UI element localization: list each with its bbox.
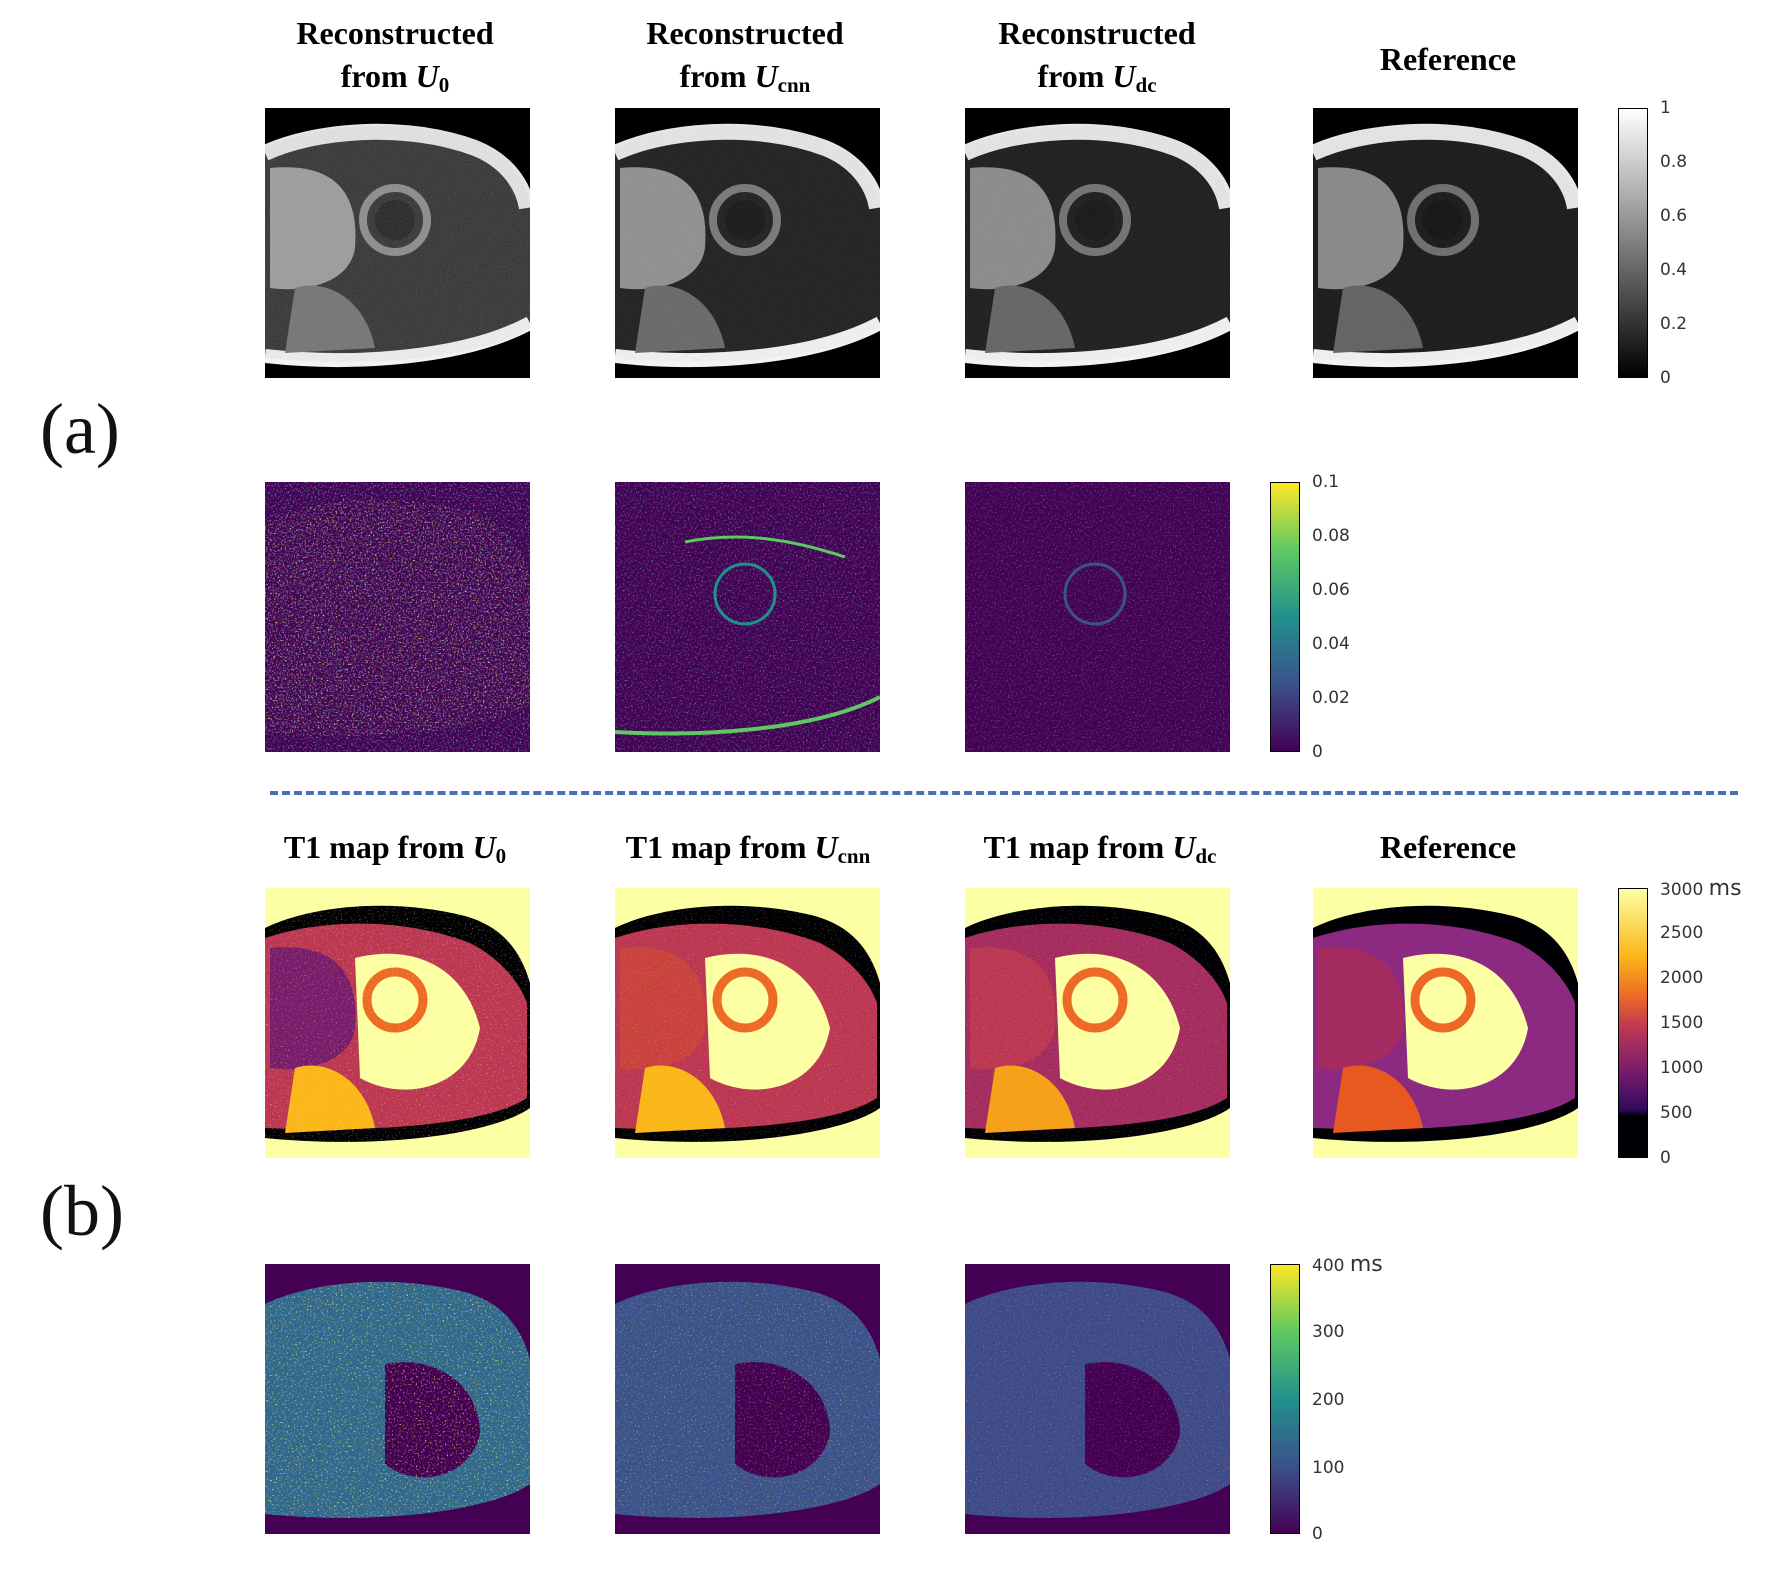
section-divider — [270, 791, 1738, 795]
recon-image-udc — [965, 108, 1230, 378]
gray-colorbar — [1618, 108, 1648, 378]
t1-map-udc — [965, 888, 1230, 1158]
t1-error-map-u0 — [265, 1264, 530, 1534]
error-colorbar-tick: 0.08 — [1312, 526, 1350, 546]
gray-colorbar-tick: 0.6 — [1660, 206, 1688, 226]
title-t1-ucnn: T1 map from Ucnn — [625, 829, 871, 868]
gray-colorbar-tick: 0 — [1660, 368, 1671, 388]
title-recon-u0: Reconstructed from U0 — [296, 15, 494, 97]
reference-image-a — [1313, 108, 1578, 378]
t1-error-colorbar-tick: 0 — [1312, 1524, 1323, 1544]
reference-t1-map — [1313, 888, 1578, 1158]
error-colorbar-a — [1270, 482, 1300, 752]
t1-map-ucnn — [615, 888, 880, 1158]
gray-colorbar-tick: 0.4 — [1660, 260, 1688, 280]
t1-colorbar-tick: 1000 — [1660, 1058, 1704, 1078]
t1-error-colorbar — [1270, 1264, 1300, 1534]
t1-colorbar — [1618, 888, 1648, 1158]
gray-colorbar-tick: 0.2 — [1660, 314, 1688, 334]
t1-colorbar-unit: ms — [1708, 876, 1742, 901]
t1-colorbar-tick: 2000 — [1660, 968, 1704, 988]
title-recon-udc: Reconstructed from Udc — [998, 15, 1196, 97]
t1-map-u0 — [265, 888, 530, 1158]
error-colorbar-tick: 0.1 — [1312, 472, 1340, 492]
title-t1-udc: T1 map from Udc — [983, 829, 1217, 868]
t1-error-map-udc — [965, 1264, 1230, 1534]
error-colorbar-tick: 0.02 — [1312, 688, 1350, 708]
gray-colorbar-tick: 1 — [1660, 98, 1671, 118]
error-map-u0 — [265, 482, 530, 752]
t1-error-colorbar-unit: ms — [1349, 1252, 1383, 1277]
error-map-ucnn — [615, 482, 880, 752]
title-t1-u0: T1 map from U0 — [283, 829, 507, 868]
t1-colorbar-tick: 0 — [1660, 1148, 1671, 1168]
title-reference-b: Reference — [1379, 829, 1517, 865]
error-colorbar-tick: 0.06 — [1312, 580, 1350, 600]
t1-colorbar-tick: 3000 ms — [1660, 876, 1742, 901]
t1-error-colorbar-tick: 300 — [1312, 1322, 1345, 1342]
t1-error-colorbar-tick: 200 — [1312, 1390, 1345, 1410]
t1-error-colorbar-tick: 400 ms — [1312, 1252, 1383, 1277]
t1-colorbar-tick: 500 — [1660, 1103, 1693, 1123]
title-reference-a: Reference — [1379, 41, 1517, 77]
title-recon-ucnn: Reconstructed from Ucnn — [646, 15, 844, 97]
error-colorbar-tick: 0.04 — [1312, 634, 1350, 654]
t1-error-colorbar-tick: 100 — [1312, 1458, 1345, 1478]
recon-image-ucnn — [615, 108, 880, 378]
t1-colorbar-tick: 1500 — [1660, 1013, 1704, 1033]
error-map-udc — [965, 482, 1230, 752]
t1-error-map-ucnn — [615, 1264, 880, 1534]
row-label-a: (a) — [40, 389, 120, 469]
t1-colorbar-tick: 2500 — [1660, 923, 1704, 943]
recon-image-u0 — [265, 108, 530, 378]
error-colorbar-tick: 0 — [1312, 742, 1323, 762]
gray-colorbar-tick: 0.8 — [1660, 152, 1688, 172]
row-label-b: (b) — [40, 1171, 124, 1251]
